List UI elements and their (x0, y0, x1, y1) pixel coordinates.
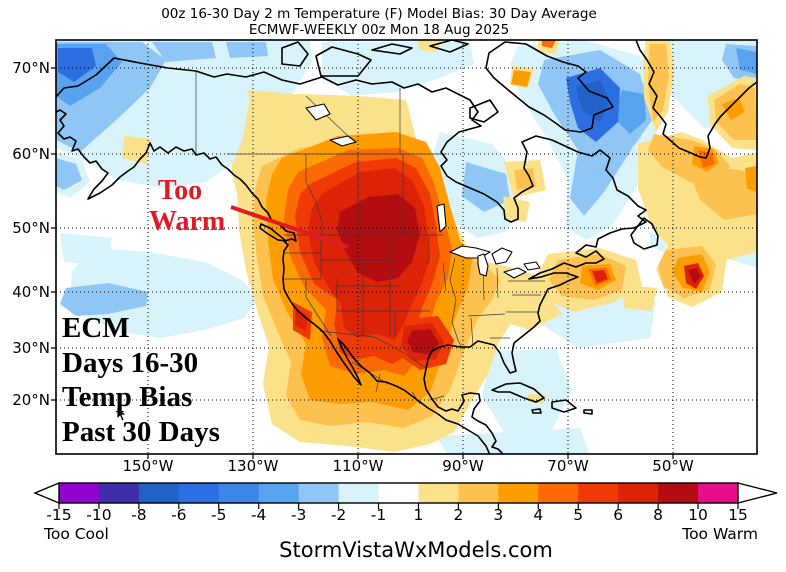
lat-label: 30°N (12, 339, 50, 357)
colorbar-tick-label: 2 (453, 506, 464, 524)
watermark-text: StormVistaWxModels.com (279, 538, 553, 562)
colorbar-tick-label: -6 (171, 506, 187, 524)
colorbar-tick-label: 8 (653, 506, 664, 524)
too-warm-annotation-line2: Warm (149, 206, 226, 237)
colorbar-segment (258, 483, 300, 503)
colorbar-segment (658, 483, 699, 503)
colorbar-tick-label: -10 (86, 506, 112, 524)
colorbar-tick-label: 5 (573, 506, 584, 524)
figure-subtitle: ECMWF-WEEKLY 00z Mon 18 Aug 2025 (248, 22, 510, 38)
info-annotation-block: ECM Days 16-30 Temp Bias Past 30 Days (62, 311, 220, 449)
lon-label: 50°W (652, 457, 694, 475)
lon-label: 90°W (442, 457, 484, 475)
colorbar-tick-label: 3 (493, 506, 504, 524)
mouse-cursor-icon (116, 406, 128, 422)
lat-label: 50°N (12, 219, 50, 237)
colorbar-tick-label: 4 (533, 506, 544, 524)
colorbar-label-too-cool: Too Cool (44, 525, 109, 543)
colorbar-tick-label: -1 (370, 506, 387, 524)
info-line-days: Days 16-30 (62, 346, 199, 379)
colorbar-segment (59, 483, 100, 503)
map-area (56, 40, 757, 454)
colorbar-segment (618, 483, 659, 503)
colorbar-tick-label: -5 (211, 506, 227, 524)
colorbar-segment (498, 483, 539, 503)
info-line-model: ECM (62, 312, 130, 344)
too-warm-annotation-line1: Too (158, 175, 203, 206)
lat-label: 70°N (12, 59, 50, 77)
colorbar-label-too-warm: Too Warm (682, 525, 758, 543)
colorbar-tick-label: 10 (688, 506, 708, 524)
colorbar-segment (138, 483, 180, 503)
lat-label: 20°N (12, 391, 50, 409)
colorbar-segment (298, 483, 340, 503)
colorbar-segment (458, 483, 499, 503)
colorbar-arrow-left-icon (33, 481, 60, 505)
colorbar-segment (98, 483, 140, 503)
colorbar-segment (578, 483, 619, 503)
lat-label: 40°N (12, 283, 50, 301)
info-line-variable: Temp Bias (62, 381, 193, 413)
lon-label: 70°W (547, 457, 589, 475)
colorbar-segment (418, 483, 459, 503)
colorbar-segment (338, 483, 380, 503)
colorbar-tick-label: -8 (131, 506, 147, 524)
state-province-borders (195, 71, 545, 405)
too-warm-pointer-line (230, 205, 349, 249)
lon-label: 150°W (122, 457, 174, 475)
colorbar-segment (698, 483, 739, 503)
info-line-period: Past 30 Days (62, 415, 220, 448)
axis-ticks (51, 67, 674, 459)
colorbar-tick-label: 15 (728, 506, 748, 524)
colorbar-tick-label: -15 (46, 506, 72, 524)
lon-label: 110°W (332, 457, 384, 475)
colorbar-segment (538, 483, 579, 503)
map-frame (55, 39, 758, 455)
colorbar-tick-label: -3 (290, 506, 307, 524)
lat-label: 60°N (12, 145, 50, 163)
colorbar-tick-label: 1 (413, 506, 424, 524)
colorbar-segment (178, 483, 220, 503)
colorbar-tick-label: 6 (613, 506, 624, 524)
colorbar-arrow-right-icon (737, 482, 778, 504)
colorbar-boundary-ticks (58, 503, 739, 509)
lon-label: 130°W (227, 457, 279, 475)
colorbar-segments (59, 483, 739, 503)
colorbar-tick-label: -2 (330, 506, 347, 524)
figure-title: 00z 16-30 Day 2 m Temperature (F) Model … (161, 6, 597, 22)
colorbar-segment (378, 483, 419, 503)
lakes (305, 103, 541, 279)
colorbar-segment (218, 483, 260, 503)
colorbar-tick-label: -4 (250, 506, 267, 524)
